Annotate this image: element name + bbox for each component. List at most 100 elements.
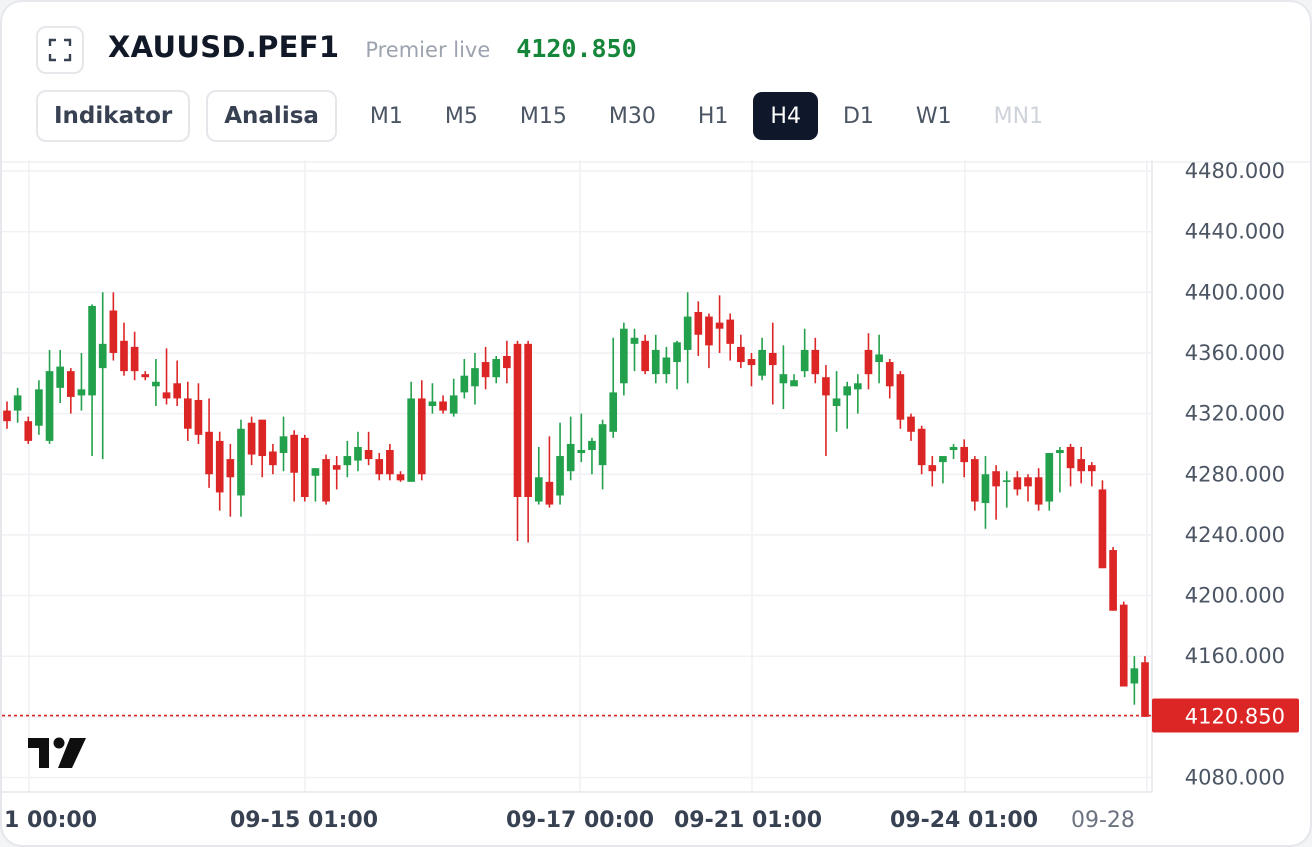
candle-body [1077,459,1086,472]
timeframe-m30[interactable]: M30 [608,103,656,129]
candle-body [896,374,905,420]
candle-body [109,310,118,353]
candle-body [120,340,128,372]
price-chart[interactable]: 4480.000 4440.000 4400.000 4360.000 4320.000… [2,160,1312,847]
tradingview-logo [28,737,86,768]
last-price-label-bg [1152,698,1299,733]
candle-body [311,468,320,476]
candle-body [917,428,926,466]
y-tick-label: 4280.000 [1185,462,1285,486]
candle-body [843,386,852,396]
candle-body [939,456,947,463]
symbol-name: XAUUSD.PEF1 [108,30,340,64]
y-tick-label: 4080.000 [1185,766,1285,790]
candle-body [534,477,543,502]
timeframe-h4[interactable]: H4 [753,92,818,140]
candle-body [460,375,469,393]
x-tick-label: 09-21 01:00 [674,808,822,833]
candle-body [981,474,990,504]
candle-body [88,305,96,396]
timeframe-w1[interactable]: W1 [915,103,952,129]
candle-body [279,436,288,454]
candle-body [98,343,107,369]
last-price: 4120.850 [516,34,637,63]
candle-body [300,437,309,497]
candle-body [875,354,883,363]
candle-body [56,366,65,388]
candle-body [332,465,341,470]
last-price-label: 4120.850 [1185,705,1285,729]
candle-body [183,398,192,429]
candle-body [375,459,384,475]
candle-body [24,421,33,441]
timeframe-d1[interactable]: D1 [842,103,874,129]
toolbar: Indikator Analisa M1 M5 M15 M30 H1 H4 D1 W1 MN1 [36,90,1068,142]
candle-body [322,459,330,502]
candle-body [577,449,586,454]
candle-body [343,456,352,466]
timeframe-m15[interactable]: M15 [519,103,567,129]
timeframe-h1[interactable]: H1 [697,103,729,129]
candle-body [417,398,426,475]
candle-body [545,481,554,505]
candle-body [737,346,745,363]
candle-body [237,428,245,496]
candle-body [269,451,277,466]
candle-body [1045,453,1054,502]
candle-body [864,349,873,375]
candle-body [885,362,894,387]
candle-body [715,322,724,329]
candle-body [630,337,639,344]
candle-body [364,449,373,460]
timeframe-selector: M1 M5 M15 M30 H1 H4 D1 W1 MN1 [353,92,1068,140]
y-tick-label: 4480.000 [1185,160,1285,183]
candle-body [492,359,501,378]
candle-body [960,446,969,463]
candle-body [1002,480,1011,482]
candle-body [726,319,735,344]
timeframe-m1[interactable]: M1 [369,103,403,129]
candle-body [13,395,22,411]
candle-body [396,474,405,481]
y-tick-label: 4400.000 [1185,280,1285,304]
y-tick-label: 4160.000 [1185,644,1285,668]
candle-body [1130,668,1139,684]
candle-body [694,312,703,335]
candle-body [3,410,11,422]
candle-body [641,340,649,372]
candle-body [854,383,862,390]
candle-body [747,359,756,366]
candle-body [598,424,607,466]
candle-body [790,380,798,387]
candle-body [566,443,575,472]
candle-body [1087,465,1096,472]
candle-body [513,343,522,497]
candle-body [556,456,564,496]
candle-body [130,346,139,372]
candle-body [662,357,671,375]
candle-body [822,377,830,396]
candle-body [949,446,958,450]
y-tick-label: 4320.000 [1185,402,1285,426]
candle-body [1109,550,1117,611]
fullscreen-button[interactable] [36,26,84,74]
candle-body [205,431,213,475]
candle-body [928,465,937,472]
candle-body [141,374,150,378]
x-tick-label: 09-28 [1071,808,1135,833]
candle-body [215,440,224,493]
indicator-button[interactable]: Indikator [36,90,191,142]
timeframe-m5[interactable]: M5 [444,103,478,129]
candle-body [66,371,75,397]
candle-body [1024,477,1032,487]
candle-body [524,343,532,497]
candlestick-chart[interactable]: 4480.000 4440.000 4400.000 4360.000 4320.000… [2,160,1312,847]
candle-body [386,449,394,475]
y-tick-label: 4440.000 [1185,220,1285,244]
x-tick-label: 1 00:00 [4,808,97,833]
candle-body [152,381,160,387]
candle-body [705,316,713,346]
candle-body [588,440,596,450]
analysis-button[interactable]: Analisa [206,90,337,142]
